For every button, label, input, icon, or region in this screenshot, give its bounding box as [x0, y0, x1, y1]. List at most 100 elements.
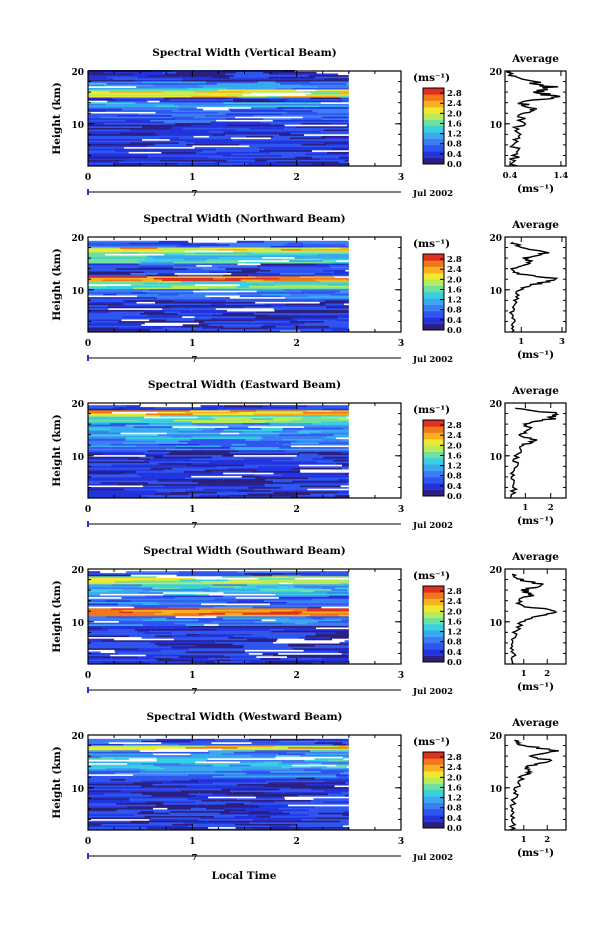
heatmap-cell	[213, 782, 230, 784]
panel-4: Spectral Width (Southward Beam)0 1 2 31020H…	[51, 545, 567, 697]
heatmap-cell	[105, 253, 164, 256]
heatmap-cell	[147, 100, 160, 103]
heatmap-cell	[307, 606, 322, 609]
heatmap-cell	[88, 130, 118, 133]
heatmap-cell	[310, 788, 349, 791]
heatmap-cell	[193, 796, 209, 799]
heatmap-cell	[248, 426, 305, 428]
heatmap-cell	[88, 624, 143, 626]
heatmap-cell	[181, 325, 201, 328]
heatmap-cell	[325, 306, 349, 309]
heatmap-cell	[216, 119, 273, 122]
colorbar-frame	[422, 253, 445, 331]
heatmap-cell	[259, 438, 284, 441]
heatmap-cell	[209, 751, 234, 754]
heatmap-cell	[199, 780, 268, 783]
heatmap-cell	[210, 121, 261, 124]
heatmap-cell	[283, 651, 338, 654]
heatmap-cell	[285, 100, 342, 103]
heatmap-cell	[294, 482, 347, 484]
heatmap-cell	[88, 274, 147, 277]
heatmap-cell	[247, 814, 310, 816]
heatmap-cell	[272, 624, 306, 626]
heatmap-cell	[317, 620, 349, 623]
heatmap-cell	[88, 635, 130, 638]
heatmap-cell	[115, 92, 186, 95]
heatmap-cell	[317, 287, 349, 290]
heatmap-cell	[88, 633, 108, 636]
heatmap-cell	[153, 582, 173, 585]
heatmap-cell	[285, 798, 314, 800]
colorbar-tick-label: 2.0	[447, 441, 462, 451]
heatmap-cell	[223, 595, 291, 598]
heatmap-cell	[186, 624, 204, 626]
heatmap-cell	[280, 248, 301, 251]
colorbar-swatch	[423, 445, 444, 452]
heatmap-cell	[309, 74, 349, 77]
heatmap-cell	[138, 264, 197, 267]
heatmap-cell	[88, 584, 112, 586]
heatmap-cell	[179, 137, 231, 140]
heatmap-cell	[210, 317, 255, 320]
heatmap-cell	[295, 413, 349, 416]
colorbar: 0.00.40.81.21.62.02.42.8(ms⁻¹)	[413, 72, 462, 170]
heatmap-cell	[88, 748, 157, 751]
heatmap-cell	[149, 317, 211, 320]
heatmap-cell	[200, 406, 270, 409]
heatmap-cell	[344, 472, 349, 475]
heatmap-cell	[106, 110, 173, 112]
heatmap-cell	[174, 643, 233, 646]
heatmap-cell	[241, 616, 282, 618]
heatmap-cell	[330, 293, 349, 296]
colorbar-tick-label: 0.0	[447, 160, 462, 170]
heatmap-cell	[100, 263, 140, 266]
heatmap-cell	[88, 244, 108, 246]
heatmap-cell	[270, 590, 301, 593]
average-x-tick-label: 1.4	[554, 171, 569, 181]
heatmap-cell	[106, 103, 174, 106]
colorbar-swatch	[423, 432, 444, 440]
heatmap-cell	[303, 600, 349, 602]
heatmap-cell	[139, 429, 203, 432]
heatmap-cell	[236, 783, 305, 786]
colorbar-tick-label: 1.2	[447, 462, 462, 472]
heatmap-cell	[291, 87, 349, 90]
heatmap-cell	[229, 296, 286, 299]
heatmap-cell	[256, 802, 320, 805]
heatmap-cell	[140, 585, 212, 588]
heatmap-cell	[256, 815, 271, 818]
heatmap-cell	[171, 127, 184, 130]
heatmap-cell	[155, 635, 174, 638]
heatmap-cell	[212, 775, 283, 778]
heatmap-cell	[206, 450, 240, 452]
heatmap-cell	[88, 646, 114, 649]
heatmap-cell	[185, 477, 256, 480]
heatmap-cell	[88, 812, 137, 815]
heatmap-cell	[141, 636, 195, 639]
heatmap-cell	[142, 81, 206, 84]
heatmap-cell	[202, 429, 224, 432]
heatmap-cell	[320, 802, 339, 805]
colorbar-tick-label: 2.8	[447, 753, 462, 763]
heatmap-cell	[207, 758, 274, 760]
heatmap-cell	[220, 445, 266, 448]
colorbar-swatch	[423, 783, 444, 791]
heatmap-cell	[318, 327, 349, 330]
heatmap-cell	[307, 405, 349, 408]
heatmap-cell	[327, 571, 347, 574]
heatmap-cell	[202, 488, 254, 491]
heatmap-cell	[240, 419, 292, 422]
heatmap-cell	[245, 414, 300, 417]
average-y-tick-label: 20	[489, 400, 502, 410]
heatmap-cell	[171, 822, 185, 824]
heatmap-cell	[288, 767, 321, 770]
heatmap-cell	[108, 308, 163, 310]
heatmap-cell	[225, 134, 279, 136]
heatmap-cell	[140, 153, 166, 156]
heatmap-cell	[88, 268, 116, 270]
heatmap-cell	[242, 269, 271, 272]
heatmap-cell	[280, 130, 322, 133]
heatmap	[88, 405, 349, 499]
heatmap-cell	[323, 790, 349, 792]
heatmap-cell	[105, 577, 130, 580]
